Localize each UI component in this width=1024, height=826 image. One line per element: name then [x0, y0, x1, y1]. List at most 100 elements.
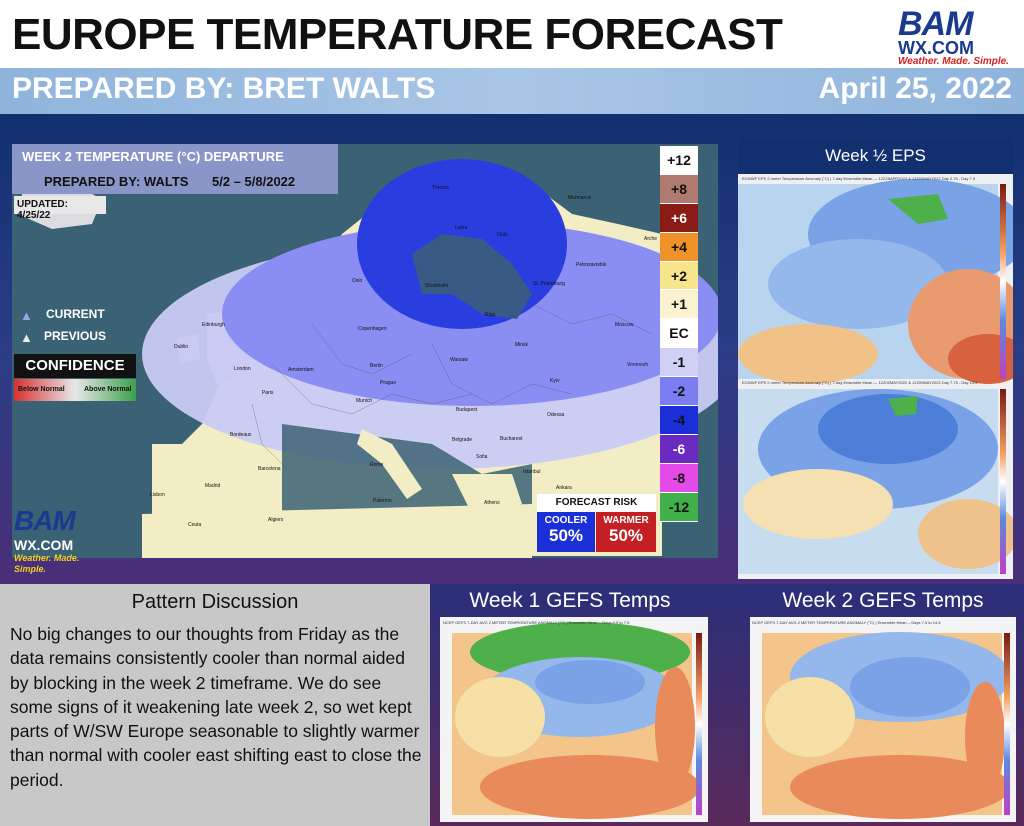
scale-cell: +4 [660, 232, 698, 262]
city-label: Sofia [476, 454, 488, 460]
city-label: Berlin [370, 363, 383, 369]
city-label: Lulea [455, 225, 468, 231]
city-label: Budapest [456, 407, 478, 413]
scale-cell: EC [660, 319, 698, 349]
eps-map-graphic [738, 174, 1013, 579]
city-label: Murmansk [568, 195, 592, 201]
gefs-week2-map [750, 617, 1016, 822]
city-label: Moscow [615, 322, 634, 328]
city-label: Munich [356, 398, 373, 404]
eps-caption-week1: ECMWF EPS 2 meter Temperature Anomaly (°… [742, 176, 976, 181]
eps-panel-title: Week ½ EPS [738, 138, 1013, 174]
discussion-body: No big changes to our thoughts from Frid… [10, 624, 422, 790]
city-label: Arche [644, 236, 658, 242]
city-label: London [234, 366, 251, 372]
forecast-date: April 25, 2022 [818, 72, 1012, 105]
city-label: Palermo [373, 498, 392, 504]
city-label: Madrid [205, 483, 221, 489]
logo-bam-text: BAM [898, 5, 973, 43]
confidence-bar [14, 379, 136, 401]
week2-forecast-map [12, 144, 718, 558]
current-arrow-icon: ▲ [20, 308, 33, 323]
gefs-week1-caption: NCEP GEFS 7-DAY AVG 2 METER TEMPERATURE … [443, 620, 630, 625]
city-label: Voronezh [627, 362, 649, 368]
bam-logo-map: BAM WX.COM Weather. Made. Simple. [14, 505, 112, 574]
gefs-week2-graphic [750, 617, 1016, 822]
legend-previous: PREVIOUS [44, 329, 107, 343]
city-label: Istanbul [523, 469, 541, 475]
risk-cooler: COOLER 50% [537, 512, 595, 552]
previous-arrow-icon: ▲ [20, 330, 33, 345]
city-label: Rome [370, 462, 384, 468]
risk-warmer-label: WARMER [603, 515, 649, 526]
city-label: Ceuta [188, 522, 202, 528]
logo-tagline: Weather. Made. Simple. [898, 56, 1009, 67]
city-label: Ankara [556, 485, 572, 491]
city-label: Stockholm [425, 283, 449, 289]
city-label: Lisbon [150, 492, 165, 498]
city-label: Paris [262, 390, 274, 396]
map-title-box [12, 144, 338, 194]
city-label: Warsaw [450, 357, 468, 363]
risk-cooler-label: COOLER [544, 515, 588, 526]
city-label: Amsterdam [288, 367, 314, 373]
city-label: St. Petersburg [533, 281, 565, 287]
risk-cooler-pct: 50% [548, 526, 584, 545]
city-label: Athens [484, 500, 500, 506]
city-label: Algiers [268, 517, 284, 523]
confidence-below: Below Normal [18, 386, 65, 393]
scale-cell: -6 [660, 434, 698, 464]
logo-bam-text: BAM [14, 505, 76, 536]
gefs-week2-title: Week 2 GEFS Temps [782, 589, 984, 612]
scale-cell: +2 [660, 261, 698, 291]
scale-cell: -1 [660, 348, 698, 378]
logo-tagline: Weather. Made. Simple. [14, 553, 80, 574]
city-label: Barcelona [258, 466, 281, 472]
city-label: Petrozavodsk [576, 262, 607, 268]
temperature-scale: +12 +8 +6 +4 +2 +1 EC -1 -2 -4 -6 -8 -12 [660, 146, 698, 522]
scale-cell: -8 [660, 463, 698, 493]
logo-wx-text: WX.COM [898, 38, 974, 58]
city-label: Odessa [547, 412, 565, 418]
pattern-discussion-panel [0, 584, 430, 826]
city-label: Dublin [174, 344, 189, 350]
scale-cell: +8 [660, 174, 698, 204]
logo-wx-text: WX.COM [14, 537, 74, 553]
legend-current: CURRENT [46, 307, 105, 321]
city-label: Belgrade [452, 437, 473, 443]
risk-warmer-pct: 50% [608, 526, 644, 545]
scale-cell: +6 [660, 203, 698, 233]
city-label: Prague [380, 380, 397, 386]
page-title: EUROPE TEMPERATURE FORECAST [12, 10, 783, 59]
city-label: Bordeaux [230, 432, 252, 438]
scale-cell: -4 [660, 406, 698, 435]
map-date-range: 5/2 – 5/8/2022 [212, 174, 296, 189]
city-label: Oslo [352, 278, 363, 284]
bam-logo: BAM WX.COM Weather. Made. Simple. [898, 5, 1016, 67]
city-label: Riga [485, 312, 496, 318]
confidence-label: CONFIDENCE [14, 354, 136, 378]
map-prepared-by: PREPARED BY: WALTS [44, 174, 189, 189]
header-band [0, 68, 1024, 114]
scale-cell: -2 [660, 377, 698, 407]
city-label: Minsk [515, 342, 529, 348]
city-label: Copenhagen [358, 326, 387, 332]
europe-map-graphic [12, 144, 718, 558]
gefs-week2-caption: NCEP GEFS 7-DAY AVG 2 METER TEMPERATURE … [752, 620, 941, 625]
scale-cell: +12 [660, 146, 698, 175]
gefs-week1-title: Week 1 GEFS Temps [469, 589, 671, 612]
header [0, 0, 1024, 68]
eps-caption-week2: ECMWF EPS 2 meter Temperature Anomaly (°… [742, 380, 978, 385]
city-label: Bucharest [500, 436, 523, 442]
confidence-above: Above Normal [84, 386, 132, 393]
updated-label: UPDATED: 4/25/22 [14, 196, 106, 221]
forecast-risk-title: FORECAST RISK [537, 494, 656, 512]
scale-cell: +1 [660, 290, 698, 320]
gefs-week1-graphic [440, 617, 708, 822]
eps-anomaly-maps [738, 174, 1013, 579]
prepared-by: PREPARED BY: BRET WALTS [12, 72, 436, 105]
city-label: Oulu [497, 232, 508, 238]
scale-cell: -12 [660, 492, 698, 522]
city-label: Edinburgh [202, 322, 225, 328]
